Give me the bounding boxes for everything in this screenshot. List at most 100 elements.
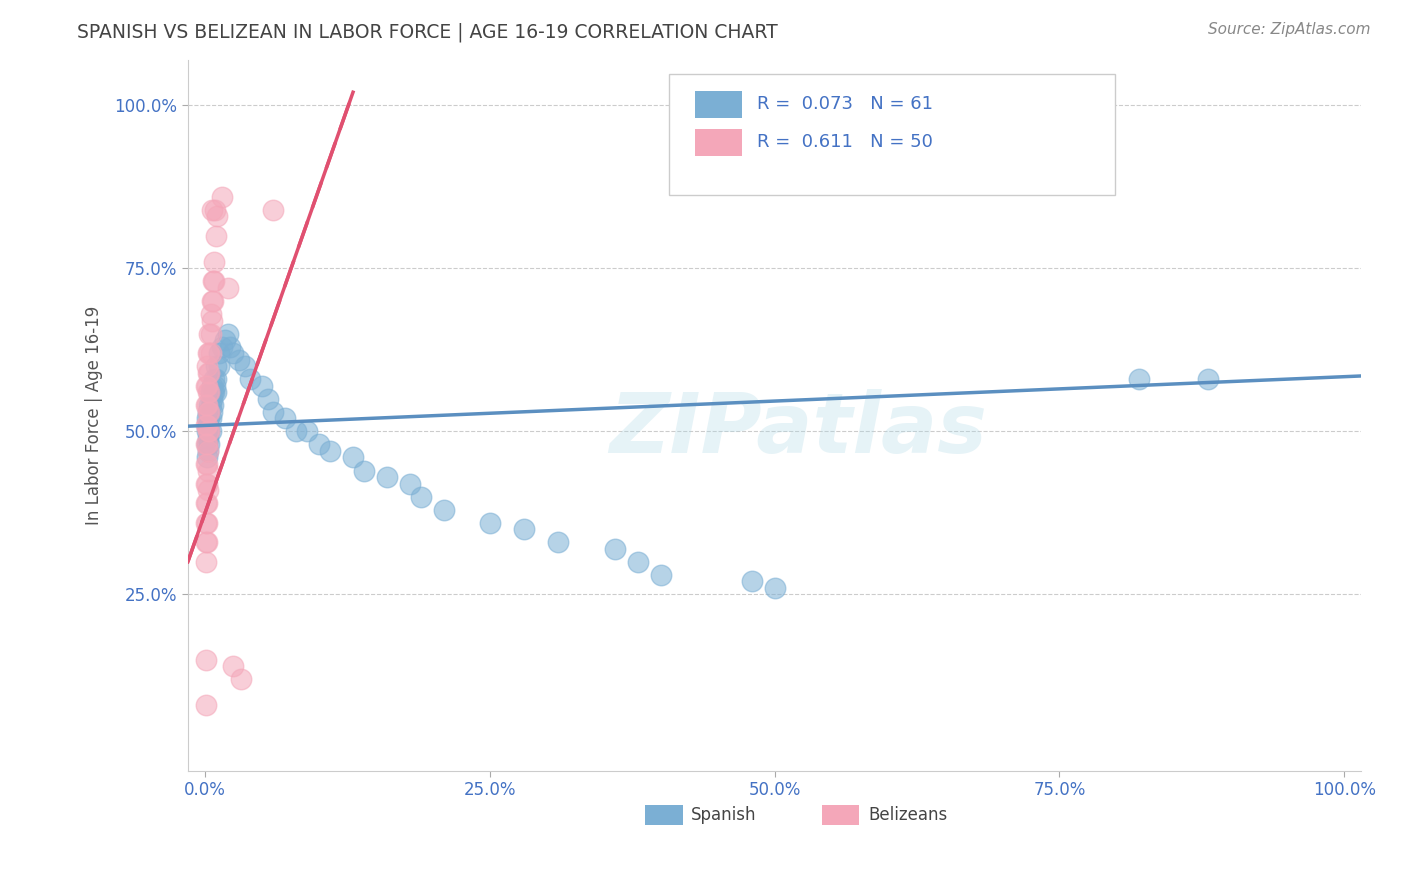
Point [650,568,672,582]
Point [201,293,224,308]
Point [353,464,375,478]
Point [201,293,224,308]
Point [207,209,229,223]
Point [201,378,224,392]
FancyBboxPatch shape [669,74,1115,194]
Point [319,444,342,458]
Point [197,405,219,419]
Point [195,417,218,432]
Point [195,378,218,392]
Point [233,359,256,374]
Point [197,417,219,432]
Point [262,405,284,419]
Point [411,490,433,504]
Point [195,457,218,471]
Point [195,437,218,451]
Point [200,326,222,341]
Point [195,476,218,491]
Point [205,359,228,374]
Point [262,202,284,217]
Point [202,255,225,269]
Point [228,352,250,367]
Point [198,425,221,439]
Point [741,574,763,589]
Point [195,516,218,530]
Bar [821,805,859,825]
Point [202,274,225,288]
Point [375,470,398,484]
Point [197,405,219,419]
Point [547,535,569,549]
Point [200,307,222,321]
Point [195,496,218,510]
Point [256,392,278,406]
Point [201,313,224,327]
Text: R =  0.611   N = 50: R = 0.611 N = 50 [756,133,932,151]
Point [222,346,245,360]
Point [201,405,224,419]
Point [239,372,262,386]
Point [195,359,218,374]
Point [763,581,786,595]
Point [627,555,650,569]
Text: Spanish: Spanish [692,805,756,823]
Point [273,411,295,425]
Point [202,372,225,386]
Point [195,398,218,412]
Text: R =  0.073   N = 61: R = 0.073 N = 61 [756,95,934,113]
Point [195,437,218,451]
Point [217,281,239,295]
Point [399,476,422,491]
Point [195,496,218,510]
Point [195,476,218,491]
Point [198,326,221,341]
Point [200,398,222,412]
Point [197,366,219,380]
Point [197,346,219,360]
Point [205,228,228,243]
Point [195,450,218,465]
Point [195,535,218,549]
Point [201,385,224,400]
Point [198,366,221,380]
Point [200,385,222,400]
Point [201,392,224,406]
Point [198,405,221,419]
Point [198,425,221,439]
Point [231,673,253,687]
Point [195,698,218,713]
Point [197,444,219,458]
Point [222,659,245,673]
Point [201,202,224,217]
Point [198,346,221,360]
Point [207,346,229,360]
Point [204,202,226,217]
Point [211,340,233,354]
Point [197,483,219,497]
Point [195,516,218,530]
Point [195,437,218,451]
Point [308,437,330,451]
Point [195,535,218,549]
Point [250,378,273,392]
Point [285,425,308,439]
Point [197,444,219,458]
Text: Belizeans: Belizeans [869,805,948,823]
Point [204,378,226,392]
Point [195,398,218,412]
Point [201,274,224,288]
Text: SPANISH VS BELIZEAN IN LABOR FORCE | AGE 16-19 CORRELATION CHART: SPANISH VS BELIZEAN IN LABOR FORCE | AGE… [77,22,778,42]
Point [195,411,218,425]
Point [200,425,222,439]
Point [198,411,221,425]
Text: Source: ZipAtlas.com: Source: ZipAtlas.com [1208,22,1371,37]
Bar [645,805,683,825]
Point [513,522,536,536]
Point [603,541,626,556]
Point [478,516,501,530]
Point [195,378,218,392]
Point [1128,372,1150,386]
Bar [695,91,742,118]
Point [202,385,225,400]
Point [198,398,221,412]
